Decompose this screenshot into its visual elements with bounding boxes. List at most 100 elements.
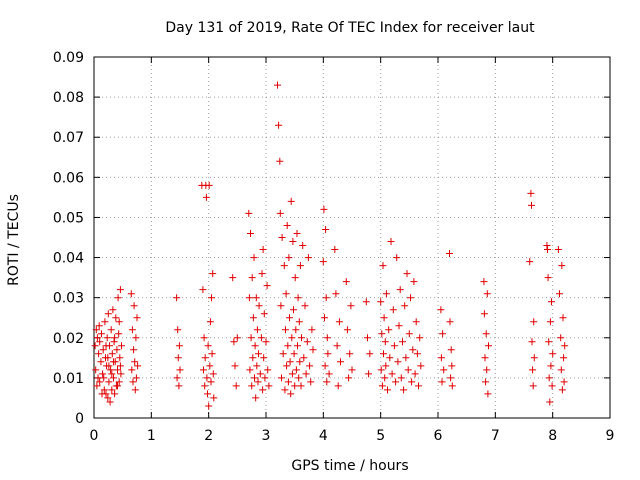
data-point [245,209,253,217]
y-tick-label: 0.06 [53,170,84,186]
data-point [175,382,183,390]
axis-ticks: 0 1 2 3 4 5 6 7 8 9 0 0.01 0.02 0.03 0.04 0.05 0.06 0.07 0… [53,50,615,444]
data-point [130,346,138,354]
data-point [98,330,105,338]
y-axis-label: ROTI / TECUs [6,194,22,286]
data-point [528,201,535,209]
data-point [561,342,569,350]
data-point [345,374,353,382]
data-point [302,370,310,378]
data-point [110,358,117,366]
y-tick-label: 0.05 [53,210,84,226]
data-point [275,121,283,129]
x-axis-label: GPS time / hours [291,458,408,474]
data-point [106,398,114,406]
data-point [362,298,370,306]
data-point [208,294,215,302]
data-point [128,366,136,374]
data-point [115,318,123,326]
data-point [276,157,284,165]
data-point [116,286,124,294]
data-point [366,350,374,358]
data-point [483,290,491,298]
data-point [117,370,125,378]
data-point [93,382,101,390]
data-point [258,270,266,278]
data-point [116,362,124,370]
data-point [288,334,296,342]
data-point [377,366,385,374]
data-point [206,318,214,326]
data-point [274,81,281,89]
data-point [200,334,208,342]
data-point [408,378,416,386]
data-point [280,262,288,270]
data-point [530,354,538,362]
data-point [108,350,116,358]
data-point [299,242,307,249]
data-point [233,334,241,342]
data-point [107,366,115,374]
data-point [399,338,406,346]
data-point [107,326,115,334]
data-point [545,374,553,382]
data-point [92,326,100,334]
data-point [417,362,425,370]
data-point [176,366,184,374]
data-point [103,334,111,342]
data-point [480,310,488,318]
data-point [131,386,139,394]
data-point [229,274,237,282]
data-point [380,314,388,322]
x-tick-label: 2 [204,428,213,444]
data-point [102,342,110,350]
data-point [481,354,489,362]
data-point [544,246,551,253]
data-point [381,374,389,382]
data-point [263,282,271,290]
data-point [482,330,490,338]
data-point [545,338,553,346]
x-tick-label: 7 [491,428,500,444]
data-point [129,378,137,386]
x-tick-label: 3 [262,428,271,444]
data-point [529,382,537,390]
data-point [98,390,106,398]
data-point [395,322,403,330]
data-point [204,390,211,398]
data-point [381,338,389,346]
data-point [175,342,183,350]
data-point [546,398,554,406]
data-point [325,370,333,378]
data-point [557,334,565,342]
data-point [277,302,285,310]
y-tick-label: 0.03 [53,291,84,307]
data-point [548,382,556,390]
y-tick-label: 0.07 [53,130,84,146]
data-point [108,370,116,378]
data-point [232,382,240,390]
data-point [105,378,113,386]
data-point [447,346,455,354]
data-point [382,362,390,370]
data-point [100,386,108,394]
data-point [202,193,210,201]
data-point [208,350,216,358]
data-point [132,334,140,342]
data-point [209,370,217,378]
data-point [286,358,294,366]
y-tick-label: 0.04 [53,251,84,267]
data-point [303,338,311,346]
data-point [405,330,413,338]
data-point [348,366,356,374]
data-point [319,258,327,266]
data-point [291,382,299,390]
data-point [385,326,393,334]
data-point [560,354,568,362]
data-point [331,246,339,253]
data-point [396,286,404,294]
data-point [134,362,142,370]
data-point [128,326,136,334]
data-point [246,366,254,374]
y-tick-label: 0.08 [53,90,84,106]
